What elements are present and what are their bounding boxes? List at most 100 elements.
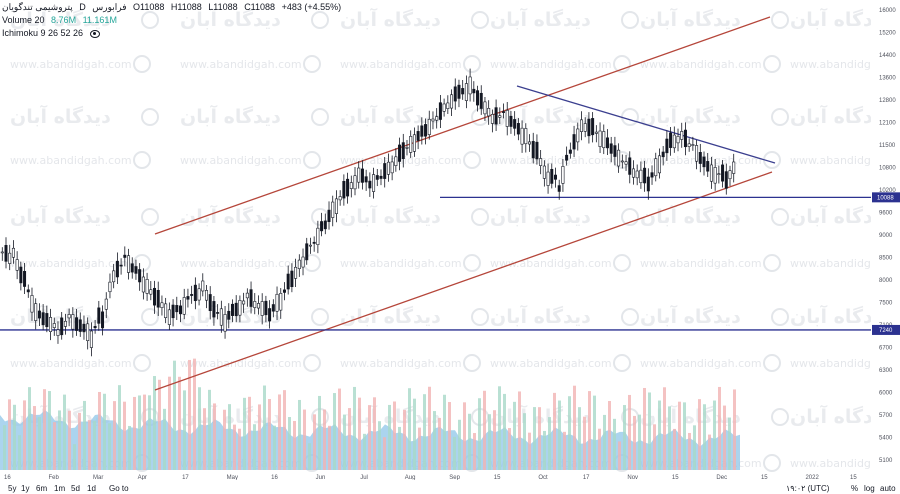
timeframe-5y[interactable]: 5y: [8, 484, 17, 493]
watermark-logo-icon: [141, 108, 159, 126]
timeframe-1m[interactable]: 1m: [54, 484, 66, 493]
watermark-logo-icon: [771, 208, 789, 226]
candle-body: [320, 221, 324, 232]
candle-body: [201, 280, 205, 292]
volume-bar: [453, 436, 456, 470]
time-axis[interactable]: 16 Feb Mar Apr 17 May 16 Jun Jul Aug Sep 15 Oct 17 Nov…: [4, 475, 857, 481]
eye-icon[interactable]: [89, 29, 100, 38]
candle-body: [353, 175, 357, 190]
volume-legend[interactable]: Volume 20 8.76M 11.161M: [2, 15, 121, 25]
volume-bar: [583, 416, 586, 470]
price-tick: 15200: [879, 31, 896, 37]
volume-bar: [183, 390, 186, 470]
ichimoku-legend[interactable]: Ichimoku 9 26 52 26: [2, 28, 104, 38]
resistance-trendline[interactable]: [516, 85, 776, 164]
volume-bar: [703, 404, 706, 470]
volume-bar: [358, 397, 361, 470]
watermark-text: دیدگاه آبان: [340, 304, 441, 328]
candle-body: [26, 289, 30, 293]
candle-body: [160, 302, 164, 308]
watermark-text: دیدگاه آبان: [640, 304, 741, 328]
volume-bar: [223, 409, 226, 470]
candle-body: [553, 174, 557, 180]
candle-body: [282, 289, 286, 293]
watermark-logo-icon: [303, 354, 321, 372]
volume-bar: [403, 409, 406, 470]
volume-bar: [643, 387, 646, 470]
candle-body: [680, 131, 684, 140]
volume-value-2: 11.161M: [82, 15, 117, 25]
timeframe-1d[interactable]: 1d: [87, 484, 96, 493]
time-tick: 16: [4, 475, 11, 481]
log-toggle[interactable]: log: [864, 484, 875, 493]
timeframe-5d[interactable]: 5d: [71, 484, 80, 493]
time-tick: 2022: [805, 475, 819, 481]
volume-bar: [353, 386, 356, 470]
volume-bar: [163, 408, 166, 470]
percent-toggle[interactable]: %: [851, 484, 859, 493]
volume-bar: [653, 424, 656, 470]
timezone-label[interactable]: ۱۹:۰۲ (UTC): [786, 484, 830, 493]
volume-bar: [413, 398, 416, 470]
volume-bar: [153, 376, 156, 470]
candle-body: [171, 304, 175, 319]
watermark-text: دیدگاه آبان: [180, 104, 281, 128]
watermark-text: www.abandidgah.com: [10, 58, 132, 71]
goto-button[interactable]: Go to: [109, 484, 129, 493]
price-tag-text: 10088: [877, 195, 894, 201]
volume-bar: [103, 393, 106, 470]
candle-body: [338, 196, 342, 201]
candle-body: [579, 119, 583, 132]
candle-body: [624, 161, 628, 165]
candle-body: [208, 294, 212, 312]
price-tick: 8500: [879, 256, 893, 262]
volume-bar: [503, 393, 506, 470]
candle-body: [472, 88, 476, 94]
change-value: +483 (+4.55%): [281, 2, 342, 12]
timeframe-1y[interactable]: 1y: [21, 484, 30, 493]
candle-body: [665, 138, 669, 154]
volume-bar: [658, 400, 661, 470]
candle-body: [386, 161, 390, 175]
volume-bar: [468, 413, 471, 470]
volume-bar: [73, 444, 76, 470]
watermark-text: دیدگاه آبان: [10, 104, 111, 128]
candle-body: [75, 317, 79, 331]
watermark-logo-icon: [771, 108, 789, 126]
symbol-name[interactable]: پتروشیمی تندگویان: [2, 2, 73, 12]
watermark-logo-icon: [133, 254, 151, 272]
channel-lower-line[interactable]: [154, 171, 773, 391]
volume-bar: [18, 435, 21, 470]
candle-body: [204, 290, 208, 301]
candle-body: [535, 141, 539, 160]
interval-label[interactable]: D: [79, 2, 86, 12]
candle-body: [82, 323, 86, 333]
open-value: O11088: [133, 2, 165, 12]
candle-body: [598, 130, 602, 147]
volume-bar: [478, 398, 481, 470]
candle-body: [182, 297, 186, 315]
candle-body: [175, 305, 179, 313]
auto-toggle[interactable]: auto: [880, 484, 896, 493]
watermark-logo-icon: [763, 254, 781, 272]
watermark-text: دیدگاه آبان: [10, 7, 111, 31]
candle-body: [71, 314, 75, 330]
volume-bar: [343, 414, 346, 470]
watermark-text: www.abandidgah.com: [180, 154, 302, 167]
volume-bar: [473, 433, 476, 470]
timeframe-6m[interactable]: 6m: [36, 484, 48, 493]
volume-bar: [663, 387, 666, 470]
candle-body: [431, 118, 435, 122]
volume-bar: [173, 360, 176, 470]
candle-body: [56, 329, 60, 336]
channel-upper-line[interactable]: [154, 16, 771, 235]
volume-bar: [298, 399, 301, 470]
time-tick: Apr: [138, 475, 147, 481]
volume-bar: [283, 390, 286, 470]
candle-body: [516, 123, 520, 135]
candle-body: [138, 269, 142, 283]
candle-body: [706, 161, 710, 172]
candle-body: [372, 174, 376, 192]
price-axis[interactable]: 16000 15200 14400 13600 12800 12100 11500 10800…: [872, 8, 900, 464]
